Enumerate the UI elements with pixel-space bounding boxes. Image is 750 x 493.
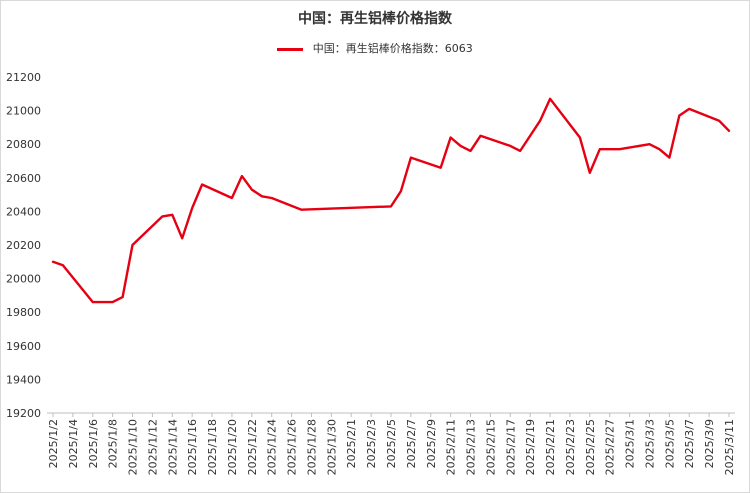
x-tick-label: 2025/2/11: [445, 419, 458, 475]
x-tick-label: 2025/2/19: [524, 419, 537, 475]
y-tick-label: 21200: [6, 71, 41, 84]
x-tick-label: 2025/1/16: [186, 419, 199, 475]
y-tick-label: 19400: [6, 373, 41, 386]
x-tick-label: 2025/1/24: [266, 419, 279, 475]
x-tick-label: 2025/2/23: [564, 419, 577, 475]
series-line[interactable]: [51, 97, 731, 304]
x-tick-label: 2025/1/4: [67, 419, 80, 468]
y-tick-label: 20000: [6, 273, 41, 286]
x-tick-label: 2025/2/15: [484, 419, 497, 475]
y-tick-label: 19800: [6, 306, 41, 319]
x-tick-label: 2025/2/5: [385, 419, 398, 468]
x-tick-label: 2025/3/3: [643, 419, 656, 468]
x-tick-label: 2025/1/20: [226, 419, 239, 475]
series-layer: [51, 97, 731, 304]
x-tick-label: 2025/1/30: [325, 419, 338, 475]
legend[interactable]: 中国：再生铝棒价格指数：6063: [0, 40, 750, 56]
y-axis: 19200 19400 19600 19800 20000 20200 20400 20600…: [6, 71, 41, 420]
y-tick-label: 19200: [6, 407, 41, 420]
x-tick-label: 2025/3/7: [683, 419, 696, 468]
x-tick-label: 2025/2/3: [365, 419, 378, 468]
x-tick-label: 2025/1/26: [286, 419, 299, 475]
y-tick-label: 19600: [6, 340, 41, 353]
x-tick-label: 2025/2/21: [544, 419, 557, 475]
chart-title: 中国：再生铝棒价格指数: [298, 11, 452, 27]
x-tick-label: 2025/1/8: [107, 419, 120, 468]
y-tick-label: 21000: [6, 105, 41, 118]
x-tick-label: 2025/1/14: [166, 419, 179, 475]
legend-label: 中国：再生铝棒价格指数：6063: [312, 42, 473, 55]
y-tick-label: 20600: [6, 172, 41, 185]
x-tick-label: 2025/1/18: [206, 419, 219, 475]
x-tick-label: 2025/1/12: [146, 419, 159, 475]
x-tick-label: 2025/3/5: [663, 419, 676, 468]
x-tick-label: 2025/2/17: [504, 419, 517, 475]
x-tick-label: 2025/1/6: [87, 419, 100, 468]
x-axis: 2025/1/2 2025/1/4 2025/1/6 2025/1/8 2025/1/1…: [47, 412, 736, 475]
x-tick-label: 2025/1/10: [127, 419, 140, 475]
x-tick-label: 2025/2/13: [465, 419, 478, 475]
x-tick-label: 2025/1/22: [246, 419, 259, 475]
y-tick-label: 20800: [6, 138, 41, 151]
x-tick-label: 2025/2/7: [405, 419, 418, 468]
x-tick-label: 2025/2/9: [425, 419, 438, 468]
x-tick-label: 2025/2/25: [584, 419, 597, 475]
x-tick-label: 2025/3/11: [723, 419, 736, 475]
x-tick-label: 2025/1/28: [305, 419, 318, 475]
x-tick-label: 2025/3/1: [624, 419, 637, 468]
x-tick-label: 2025/2/1: [345, 419, 358, 468]
x-tick-label: 2025/1/2: [47, 419, 60, 468]
x-tick-label: 2025/2/27: [604, 419, 617, 475]
y-tick-label: 20400: [6, 205, 41, 218]
x-tick-label: 2025/3/9: [703, 419, 716, 468]
legend-swatch: [277, 47, 304, 51]
y-tick-label: 20200: [6, 239, 41, 252]
